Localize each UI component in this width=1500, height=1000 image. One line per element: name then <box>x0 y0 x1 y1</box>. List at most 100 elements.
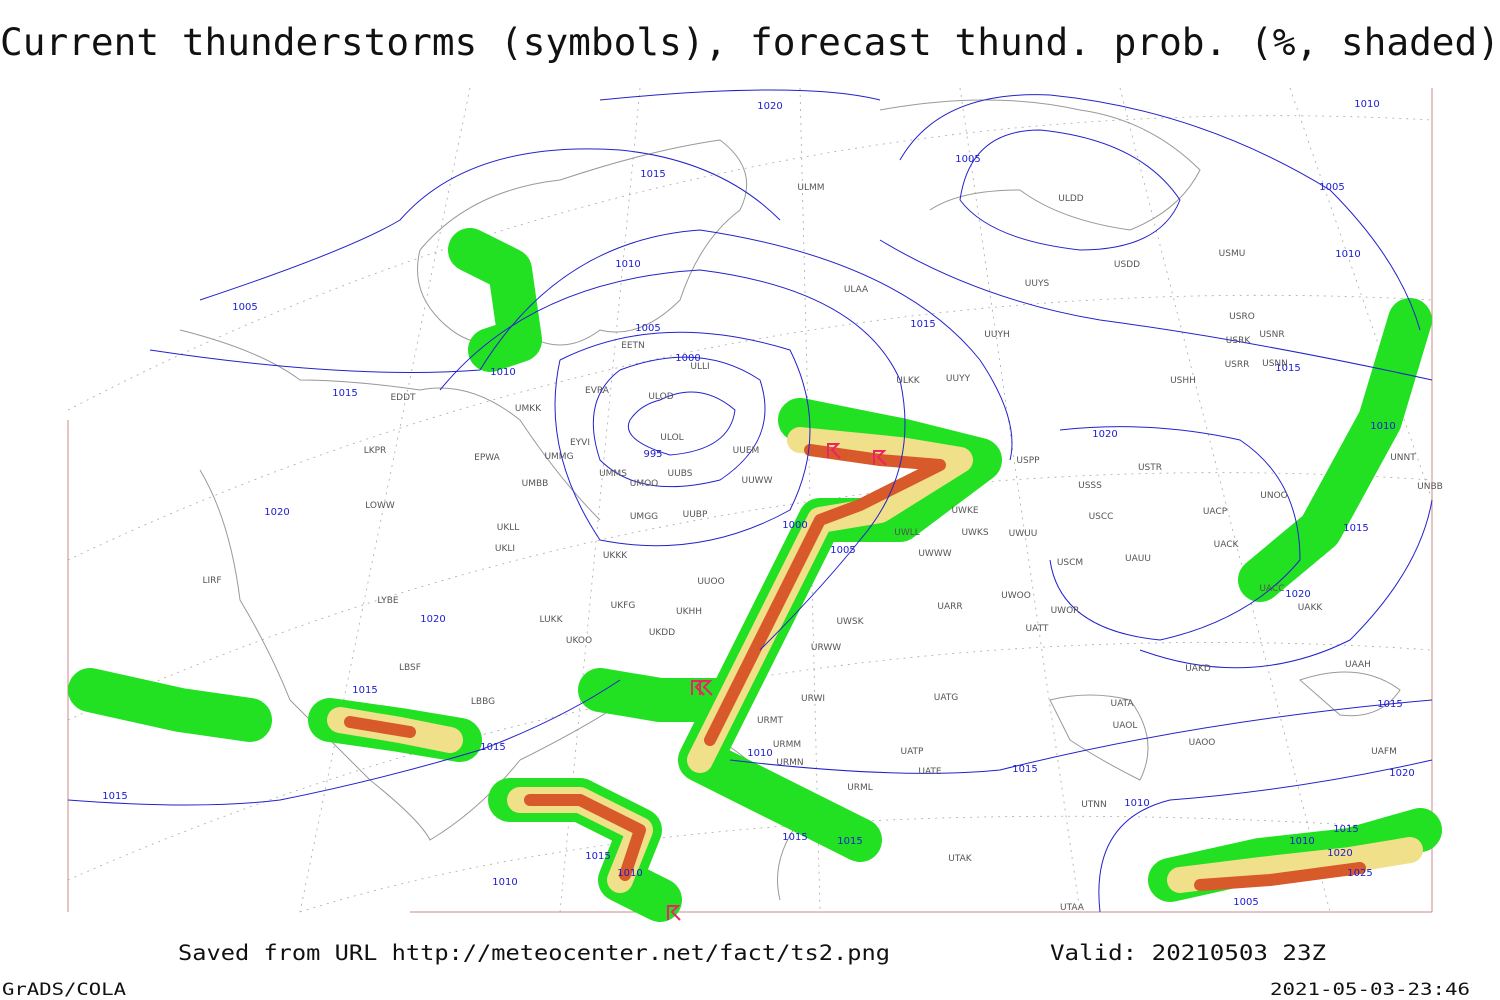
valid-time: Valid: 20210503 23Z <box>1050 941 1326 965</box>
station-label: UATA <box>1110 699 1134 709</box>
station-label: USCC <box>1089 512 1114 522</box>
station-label: ULKK <box>896 376 921 386</box>
isobar-label: 1005 <box>1319 182 1344 193</box>
isobar-label: 1015 <box>1377 699 1402 710</box>
isobar-label: 1015 <box>1012 764 1037 775</box>
isobar-label: 1025 <box>1347 868 1372 879</box>
station-label: UAOL <box>1113 721 1138 731</box>
isobar-label: 1005 <box>232 302 257 313</box>
station-label: UARR <box>937 602 962 612</box>
isobar-label: 1005 <box>1233 897 1258 908</box>
station-label: UWOO <box>1001 591 1031 601</box>
station-label: ULAA <box>844 285 869 295</box>
station-label: UAFM <box>1371 747 1397 757</box>
station-label: ULDD <box>1058 194 1084 204</box>
isobar-label: 1010 <box>1354 99 1379 110</box>
isobar-label: 1015 <box>585 851 610 862</box>
isobar-label: 1010 <box>1124 798 1149 809</box>
station-label: UATT <box>1026 624 1049 634</box>
station-label: UAOO <box>1189 738 1216 748</box>
station-label: UNNT <box>1390 453 1416 463</box>
isobar-label: 1010 <box>1370 421 1395 432</box>
station-label: UMOO <box>630 479 659 489</box>
station-label: UNOO <box>1260 491 1288 501</box>
station-label: URML <box>847 783 873 793</box>
station-label: UATG <box>934 693 959 703</box>
isobar-label: 1015 <box>1333 824 1358 835</box>
isobar-label: 1010 <box>1289 836 1314 847</box>
isobar-label: 1015 <box>352 685 377 696</box>
station-label: UKOO <box>566 636 592 646</box>
station-label: USNR <box>1259 330 1284 340</box>
station-label: UUOO <box>697 577 724 587</box>
station-label: USRK <box>1226 336 1252 346</box>
isobars <box>67 89 1433 913</box>
isobar-label: 1005 <box>830 545 855 556</box>
station-label: UUBS <box>668 469 693 479</box>
credit: GrADS/COLA <box>2 980 126 1000</box>
station-label: USTR <box>1138 463 1162 473</box>
station-label: UAKK <box>1298 603 1324 613</box>
station-label: USSS <box>1078 481 1102 491</box>
isobar-label: 1010 <box>615 259 640 270</box>
station-label: UAUU <box>1125 554 1151 564</box>
station-label: URWW <box>811 643 841 653</box>
station-label: LKPR <box>364 446 387 456</box>
station-labels: ULMM ULAA ULDD USDD UUYS USMU USRO USRK USNR USRR… <box>202 183 1442 913</box>
station-label: UATE <box>918 767 942 777</box>
station-label: USRR <box>1225 360 1250 370</box>
station-label: UKLI <box>495 544 515 554</box>
station-label: UMKK <box>515 404 542 414</box>
station-label: ULLI <box>690 362 709 372</box>
isobar-label: 1015 <box>837 836 862 847</box>
station-label: LBBG <box>471 697 495 707</box>
isobar-label: 995 <box>643 449 662 460</box>
isobar-label: 1015 <box>910 319 935 330</box>
station-label: UACP <box>1203 507 1228 517</box>
station-label: LIRF <box>202 576 221 586</box>
isobar-label: 1020 <box>1389 768 1414 779</box>
station-label: UKDD <box>649 628 675 638</box>
station-label: URMT <box>757 716 784 726</box>
station-label: UWKS <box>961 528 988 538</box>
station-label: UKLL <box>497 523 520 533</box>
station-label: EPWA <box>474 453 501 463</box>
isobar-label: 1015 <box>332 388 357 399</box>
timestamp: 2021-05-03-23:46 <box>1270 980 1470 1000</box>
station-label: URMM <box>773 740 801 750</box>
station-label: URMN <box>776 758 803 768</box>
isobar-label: 1005 <box>955 154 980 165</box>
isobar-label: 1005 <box>635 323 660 334</box>
source-url: Saved from URL http://meteocenter.net/fa… <box>178 941 890 965</box>
isobar-label: 1000 <box>782 520 807 531</box>
isobar-label: 1010 <box>1335 249 1360 260</box>
station-label: LBSF <box>399 663 421 673</box>
isobar-label: 1010 <box>492 877 517 888</box>
station-label: USRO <box>1229 312 1255 322</box>
station-label: UATP <box>901 747 925 757</box>
isobar-label: 1015 <box>640 169 665 180</box>
station-label: UKKK <box>603 551 628 561</box>
station-label: UMMS <box>599 469 627 479</box>
station-label: ULOD <box>648 392 673 402</box>
station-label: ULOL <box>660 433 683 443</box>
isobar-label: 1015 <box>782 832 807 843</box>
station-label: UKHH <box>676 607 702 617</box>
station-label: UUWW <box>742 476 773 486</box>
station-label: UUBP <box>683 510 708 520</box>
isobar-label: 1015 <box>1343 523 1368 534</box>
isobar-labels: 1020 1015 1010 1005 1010 1015 1005 1000 995 1005 1… <box>102 99 1414 908</box>
station-label: LOWW <box>365 501 395 511</box>
station-label: ULMM <box>797 183 824 193</box>
station-label: UTAA <box>1060 903 1085 913</box>
station-label: USNN <box>1262 359 1288 369</box>
station-label: UACC <box>1259 584 1284 594</box>
station-label: UAAH <box>1345 660 1371 670</box>
station-label: UTNN <box>1081 800 1107 810</box>
station-label: UMBB <box>522 479 549 489</box>
station-label: UUEM <box>733 446 760 456</box>
station-label: UKFG <box>611 601 636 611</box>
station-label: USDD <box>1114 260 1140 270</box>
